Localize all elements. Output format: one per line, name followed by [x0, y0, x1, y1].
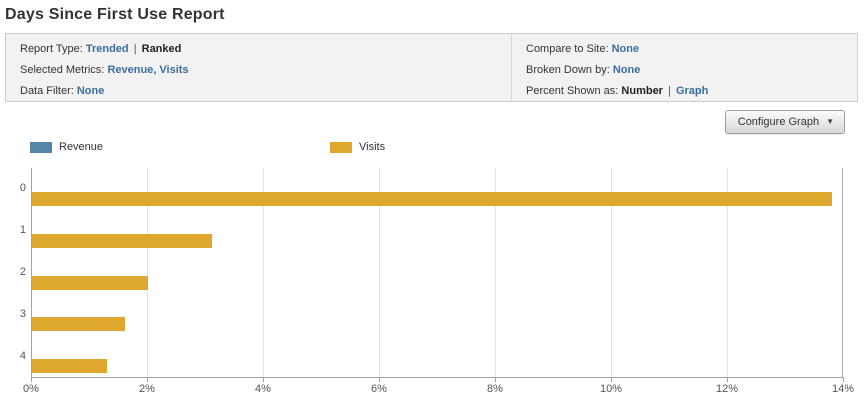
- x-tick-label-8%: 8%: [487, 383, 503, 395]
- summary-left-column: Report Type: Trended | Ranked Selected M…: [6, 34, 511, 101]
- gridline-12%: [727, 168, 728, 377]
- x-tick-label-2%: 2%: [139, 383, 155, 395]
- data-filter-label: Data Filter:: [20, 85, 74, 97]
- gridline-8%: [495, 168, 496, 377]
- x-axis-line: [31, 377, 844, 378]
- configure-graph-label: Configure Graph: [737, 116, 820, 128]
- y-axis-line: [31, 168, 32, 377]
- x-tick-6%: [379, 378, 380, 382]
- percent-shown-as-row: Percent Shown as: Number | Graph: [526, 81, 857, 102]
- revenue-swatch-icon: [30, 141, 52, 153]
- x-tick-14%: [843, 378, 844, 382]
- report-type-trended-link[interactable]: Trended: [85, 43, 129, 55]
- percent-shown-as-label: Percent Shown as:: [526, 85, 619, 97]
- compare-to-site-row: Compare to Site: None: [526, 39, 857, 60]
- bar-visits-2: [32, 276, 148, 290]
- percent-shown-graph-link[interactable]: Graph: [675, 85, 709, 97]
- gridline-2%: [147, 168, 148, 377]
- x-tick-12%: [727, 378, 728, 382]
- x-axis-labels: 0% 2% 4% 6% 8% 10% 12% 14%: [0, 383, 865, 397]
- plot-right-border: [842, 168, 843, 377]
- gridline-4%: [263, 168, 264, 377]
- x-tick-label-12%: 12%: [715, 383, 739, 395]
- y-axis-labels: 0 1 2 3 4: [0, 168, 26, 377]
- y-category-label-3: 3: [19, 308, 26, 320]
- y-category-label-0: 0: [19, 182, 26, 194]
- broken-down-by-row: Broken Down by: None: [526, 60, 857, 81]
- x-tick-label-6%: 6%: [371, 383, 387, 395]
- chevron-down-icon: ▼: [826, 117, 834, 126]
- percent-shown-number-value: Number: [621, 85, 663, 97]
- percent-shown-separator: |: [668, 85, 671, 97]
- page-title: Days Since First Use Report: [5, 6, 225, 23]
- report-type-ranked-value: Ranked: [141, 43, 182, 55]
- chart-legend: Revenue Visits: [0, 141, 865, 157]
- configure-graph-button[interactable]: Configure Graph ▼: [724, 110, 845, 134]
- gridline-10%: [611, 168, 612, 377]
- summary-right-column: Compare to Site: None Broken Down by: No…: [511, 34, 857, 101]
- y-category-label-1: 1: [19, 224, 26, 236]
- selected-metrics-row: Selected Metrics: Revenue, Visits: [20, 60, 511, 81]
- chart-toolbar: Configure Graph ▼: [724, 110, 845, 134]
- broken-down-by-link[interactable]: None: [612, 64, 641, 76]
- report-type-label: Report Type:: [20, 43, 83, 55]
- x-tick-label-0%: 0%: [23, 383, 39, 395]
- x-tick-label-4%: 4%: [255, 383, 271, 395]
- bar-visits-3: [32, 317, 125, 331]
- report-type-row: Report Type: Trended | Ranked: [20, 39, 511, 60]
- report-summary-box: Report Type: Trended | Ranked Selected M…: [5, 33, 858, 102]
- data-filter-link[interactable]: None: [76, 85, 105, 97]
- legend-item-visits: Visits: [330, 141, 385, 153]
- bar-visits-0: [32, 192, 832, 206]
- compare-to-site-link[interactable]: None: [611, 43, 640, 55]
- x-tick-8%: [495, 378, 496, 382]
- gridline-6%: [379, 168, 380, 377]
- bar-visits-4: [32, 359, 107, 373]
- x-tick-label-10%: 10%: [599, 383, 623, 395]
- x-tick-label-14%: 14%: [831, 383, 855, 395]
- visits-swatch-icon: [330, 141, 352, 153]
- legend-label-visits: Visits: [359, 141, 386, 153]
- x-tick-2%: [147, 378, 148, 382]
- x-tick-4%: [263, 378, 264, 382]
- broken-down-by-label: Broken Down by:: [526, 64, 610, 76]
- bar-visits-1: [32, 234, 212, 248]
- selected-metrics-label: Selected Metrics:: [20, 64, 105, 76]
- legend-label-revenue: Revenue: [59, 141, 104, 153]
- y-category-label-4: 4: [19, 350, 26, 362]
- data-filter-row: Data Filter: None: [20, 81, 511, 102]
- selected-metrics-link[interactable]: Revenue, Visits: [107, 64, 189, 76]
- x-tick-10%: [611, 378, 612, 382]
- legend-item-revenue: Revenue: [30, 141, 103, 153]
- y-category-label-2: 2: [19, 266, 26, 278]
- compare-to-site-label: Compare to Site:: [526, 43, 609, 55]
- report-type-separator: |: [133, 43, 137, 55]
- bar-chart-plot-area: [31, 168, 843, 377]
- x-tick-0%: [31, 378, 32, 382]
